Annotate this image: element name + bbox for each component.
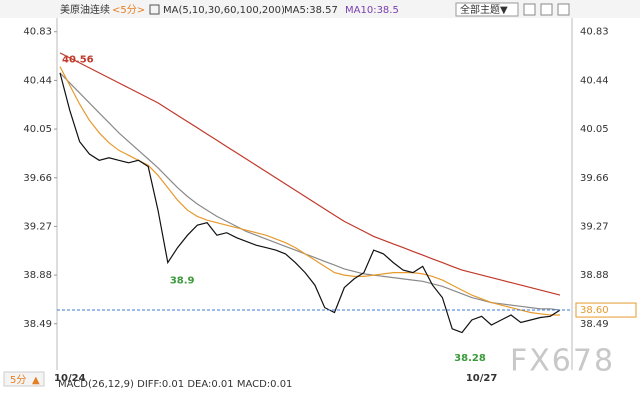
current-price-box: [575, 302, 637, 318]
theme-button[interactable]: [455, 2, 519, 17]
theme-button-label: 全部主题▼: [460, 3, 508, 16]
y-tick-label: 39.27: [23, 221, 52, 232]
icon[interactable]: [540, 3, 553, 16]
y-tick-label: 40.44: [23, 75, 52, 86]
y-tick-label-right: 38.88: [580, 270, 609, 281]
y-tick-label: 40.83: [23, 27, 52, 38]
y-tick-label-right: 38.49: [580, 319, 609, 330]
footer-period: 5分: [10, 374, 26, 386]
ma-set: MA(5,10,30,60,100,200): [163, 5, 285, 16]
y-tick-label: 38.88: [23, 270, 52, 281]
y-tick-label: 38.49: [23, 319, 52, 330]
checkbox[interactable]: [149, 4, 160, 15]
annotation: 38.9: [170, 276, 195, 287]
watermark: FX678: [510, 344, 615, 379]
annotation: 40.56: [62, 54, 94, 65]
icon[interactable]: [557, 3, 570, 16]
y-tick-label-right: 40.05: [580, 124, 609, 135]
y-tick-label-right: 40.83: [580, 27, 609, 38]
series-line: [59, 72, 561, 311]
series-line: [59, 52, 561, 296]
x-tick-label: 10/24: [54, 373, 86, 384]
indicator: MACD(26,12,9) DIFF:0.01 DEA:0.01 MACD:0.…: [58, 379, 292, 390]
ma5: MA5:38.57: [284, 5, 338, 16]
current-price-label: 38.60: [580, 305, 609, 316]
series-line: [59, 66, 560, 316]
period-button[interactable]: [3, 371, 45, 387]
arrow-icon: ▲: [32, 375, 40, 386]
x-tick-label: 10/27: [466, 373, 498, 384]
ma10: MA10:38.5: [345, 5, 399, 16]
icon[interactable]: [523, 3, 536, 16]
instrument: 美原油连续: [60, 3, 110, 16]
annotation: 38.28: [454, 353, 486, 364]
series-line: [59, 72, 561, 334]
y-tick-label: 40.05: [23, 124, 52, 135]
y-tick-label-right: 39.27: [580, 221, 609, 232]
y-tick-label-right: 39.66: [580, 173, 609, 184]
period: <5分>: [112, 4, 145, 16]
y-tick-label: 39.66: [23, 173, 52, 184]
y-tick-label-right: 40.44: [580, 75, 609, 86]
